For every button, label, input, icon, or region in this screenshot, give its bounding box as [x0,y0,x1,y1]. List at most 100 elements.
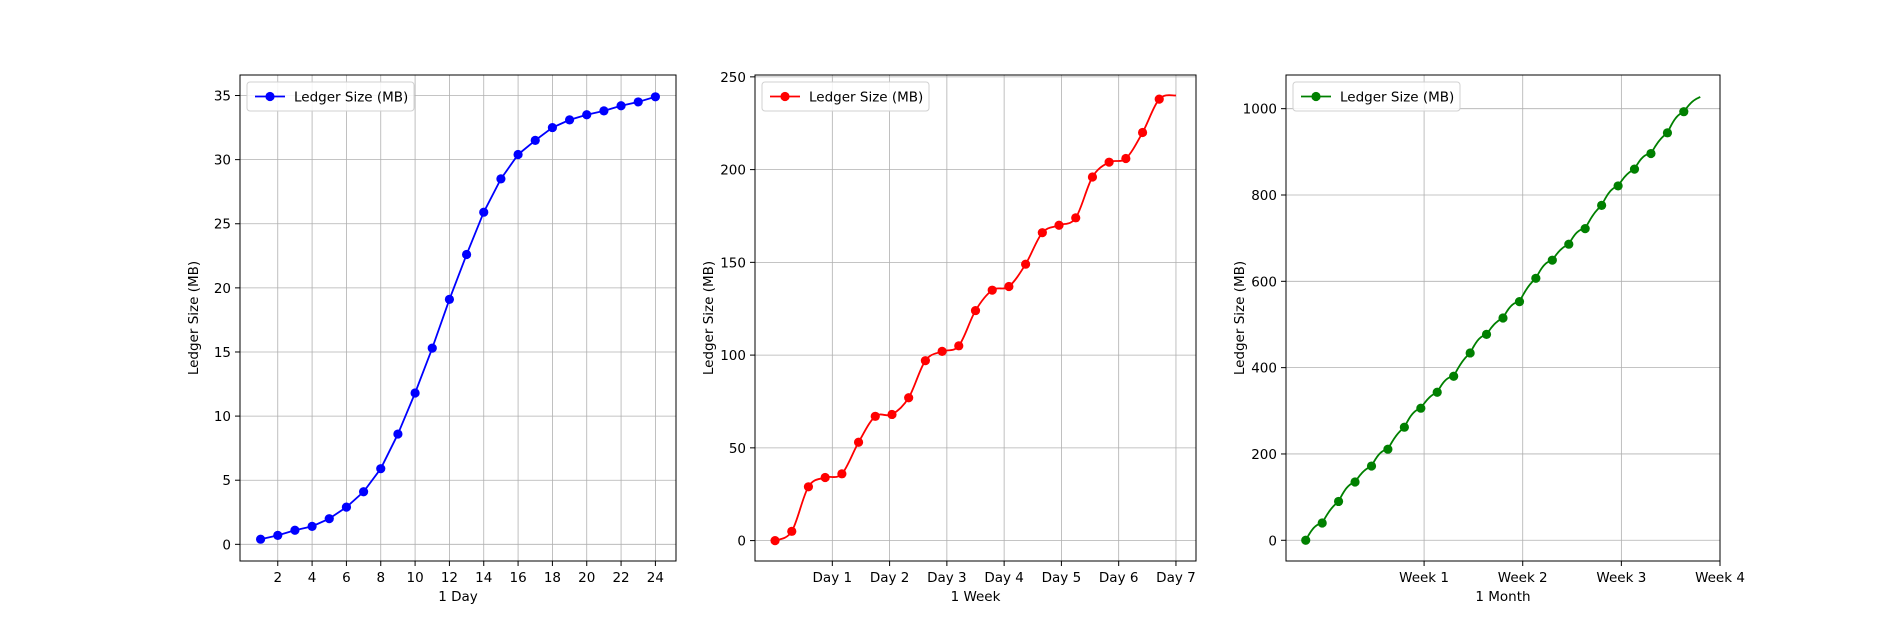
data-point [970,305,981,316]
data-point [513,149,523,160]
data-point [358,487,369,497]
x-tick-label: Day 2 [870,570,910,586]
data-point [1679,107,1689,117]
legend-marker [265,91,275,102]
data-point [954,341,964,351]
data-point [324,514,334,524]
legend-box [246,81,415,112]
data-point [1646,148,1656,159]
data-point [1366,461,1377,471]
y-tick-label: 10 [214,409,231,425]
data-point [887,409,897,420]
x-tick-label: Day 6 [1099,570,1139,586]
data-point [1531,273,1541,283]
data-point [496,174,506,184]
data-point [1481,329,1492,340]
data-point [650,92,661,102]
data-point [616,101,626,111]
data-point [273,530,283,540]
y-tick-label: 1000 [1243,102,1277,118]
y-tick-label: 250 [720,70,746,86]
x-tick-label: Day 1 [813,570,853,586]
x-tick-label: 8 [376,570,385,586]
y-tick-label: 15 [214,345,231,361]
data-point [937,346,947,356]
y-axis-label: Ledger Size (MB) [186,261,202,375]
data-point [444,294,455,305]
x-tick-label: 12 [441,570,458,586]
data-point [853,437,864,447]
data-point [987,285,997,295]
x-tick-label: 10 [406,570,423,586]
data-point [461,249,472,260]
y-tick-label: 20 [214,281,231,297]
data-point [1071,213,1081,223]
legend-label: Ledger Size (MB) [294,90,408,106]
data-point [1037,228,1047,238]
x-axis-label: 1 Week [951,589,1001,605]
x-tick-label: Day 7 [1156,570,1196,586]
y-tick-label: 800 [1251,188,1277,204]
data-point [582,110,592,120]
data-point [1547,255,1557,265]
data-point [410,388,420,398]
x-tick-label: Day 4 [984,570,1024,586]
data-point [1087,172,1098,182]
data-point [1137,127,1148,138]
legend-box [761,81,930,112]
data-point [1021,259,1031,269]
plot-frame [239,74,677,562]
y-tick-label: 150 [720,255,746,271]
data-point [1301,535,1311,545]
y-tick-label: 30 [214,153,231,169]
x-axis-label: 1 Day [438,589,478,605]
data-point [547,122,558,133]
x-tick-label: Day 5 [1042,570,1082,586]
data-point [1333,496,1344,507]
x-tick-label: Week 3 [1596,570,1646,586]
x-tick-label: Week 1 [1399,570,1449,586]
x-tick-label: 20 [578,570,595,586]
y-tick-label: 0 [737,534,746,550]
data-point [1465,348,1475,358]
x-tick-label: Day 3 [927,570,967,586]
legend-marker [780,91,790,102]
data-point [787,526,797,536]
data-point [307,521,317,531]
y-tick-label: 100 [720,348,746,364]
y-tick-label: 600 [1251,274,1277,290]
data-point [341,502,352,512]
data-point [1498,313,1508,323]
y-tick-label: 0 [1268,533,1277,549]
data-point [393,429,403,439]
legend-label: Ledger Size (MB) [809,90,923,106]
data-point [1613,181,1623,191]
data-point [1432,387,1442,397]
data-point [1662,128,1673,138]
data-point [870,411,880,421]
legend-marker [1311,91,1321,102]
data-point [1054,220,1064,230]
x-tick-label: Week 4 [1695,570,1745,586]
data-point [479,207,489,217]
data-point [1597,200,1607,210]
x-tick-label: 6 [342,570,351,586]
data-point [376,464,386,474]
y-tick-label: 5 [222,473,231,489]
x-tick-label: 24 [647,570,664,586]
chart-panel-2: Day 1 Day 2 Day 3 Day 4 Day 5 Day 6 Day 7 0 50 10… [701,70,1197,605]
data-point [633,97,643,107]
y-tick-label: 25 [214,217,231,233]
y-tick-label: 50 [729,441,746,457]
y-axis-label: Ledger Size (MB) [701,261,717,375]
y-tick-label: 200 [720,163,746,179]
y-tick-label: 400 [1251,361,1277,377]
x-tick-label: 22 [612,570,629,586]
data-point [904,393,914,403]
plot-frame [1285,74,1721,562]
data-point [1416,403,1426,413]
x-axis-label: 1 Month [1475,589,1530,605]
data-point [820,472,830,483]
data-point [803,482,814,492]
